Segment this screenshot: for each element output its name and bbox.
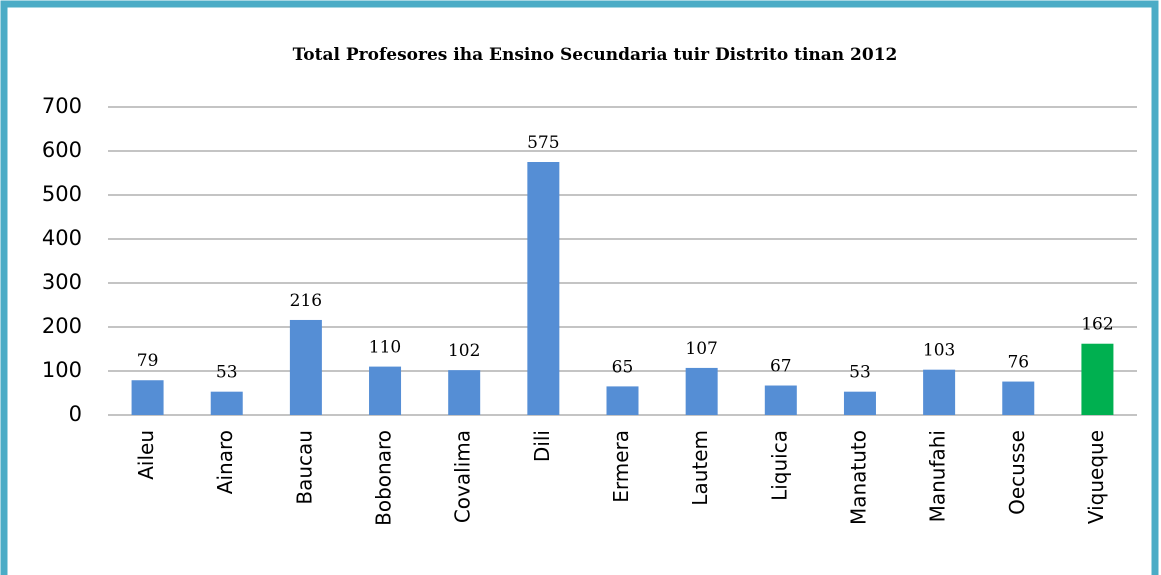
y-tick-label: 300 — [42, 270, 82, 294]
bar — [606, 386, 639, 415]
y-tick-label: 500 — [42, 182, 82, 206]
y-tick-label: 100 — [42, 358, 82, 382]
x-tick-label: Covalima — [451, 430, 475, 523]
bar — [210, 391, 243, 415]
bar — [1002, 381, 1035, 415]
x-tick-label: Aileu — [134, 430, 158, 480]
x-tick-label: Liquica — [767, 430, 791, 501]
y-tick-label: 700 — [42, 94, 82, 118]
bar — [448, 370, 481, 415]
bar — [369, 366, 402, 415]
x-tick-label: Baucau — [292, 430, 316, 505]
x-tick-label: Dili — [530, 430, 554, 462]
bar — [764, 385, 797, 415]
chart-title: Total Profesores iha Ensino Secundaria t… — [293, 45, 898, 65]
y-tick-label: 400 — [42, 226, 82, 250]
value-label: 79 — [137, 351, 159, 371]
value-label: 162 — [1081, 315, 1113, 335]
x-tick-label: Oecusse — [1005, 430, 1029, 515]
value-label: 107 — [685, 339, 717, 359]
value-label: 65 — [612, 357, 634, 377]
x-tick-label: Lautem — [688, 430, 712, 506]
x-tick-label: Viqueque — [1084, 430, 1108, 524]
x-tick-label: Ermera — [609, 430, 633, 503]
bar — [527, 162, 560, 415]
bar — [289, 319, 322, 415]
bar — [843, 391, 876, 415]
bar — [923, 369, 956, 415]
y-tick-label: 0 — [69, 402, 82, 426]
x-tick-label: Ainaro — [213, 430, 237, 494]
value-label: 76 — [1007, 353, 1029, 373]
value-label: 102 — [448, 341, 480, 361]
x-tick-label: Manatuto — [846, 430, 870, 525]
value-label: 103 — [923, 341, 955, 361]
x-tick-label: Bobonaro — [372, 430, 396, 526]
x-tick-label: Manufahi — [926, 430, 950, 522]
value-label: 67 — [770, 357, 792, 377]
value-label: 216 — [290, 291, 322, 311]
y-tick-label: 200 — [42, 314, 82, 338]
value-label: 110 — [369, 338, 401, 358]
value-label: 53 — [849, 363, 871, 383]
bar — [1081, 343, 1114, 415]
y-tick-label: 600 — [42, 138, 82, 162]
value-label: 53 — [216, 363, 238, 383]
bar — [131, 380, 164, 415]
bar — [685, 367, 718, 415]
value-label: 575 — [527, 133, 559, 153]
